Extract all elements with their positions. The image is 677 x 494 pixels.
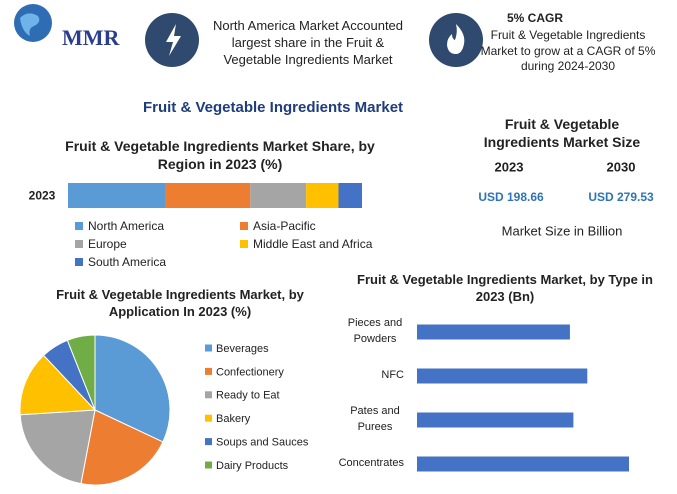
legend-swatch — [75, 222, 83, 230]
bar-segment — [165, 183, 251, 208]
bar-segment — [68, 183, 166, 208]
legend-label: Asia-Pacific — [253, 219, 316, 233]
legend-label: South America — [88, 255, 166, 269]
legend-swatch — [75, 240, 83, 248]
legend-label: Beverages — [216, 343, 269, 355]
legend-swatch — [240, 240, 248, 248]
bar-segment — [306, 183, 339, 208]
legend-swatch — [205, 391, 212, 399]
y-tick-label: Pates and Purees — [350, 405, 400, 433]
pie-slice — [94, 334, 171, 443]
bar — [417, 412, 574, 428]
legend-swatch — [75, 258, 83, 266]
fact-text: North America Market Accounted largest s… — [212, 18, 404, 67]
y-tick-label: Concentrates — [338, 457, 404, 470]
main-title: Fruit & Vegetable Ingredients Market — [143, 99, 403, 116]
cagr-title: 5% CAGR — [506, 11, 563, 25]
category-label: 2023 — [29, 189, 56, 203]
legend-label: Middle East and Africa — [253, 237, 373, 251]
year: 2030 — [607, 159, 636, 174]
legend-label: Ready to Eat — [216, 390, 280, 402]
cagr-text: Fruit & Vegetable Ingredients Market to … — [480, 28, 656, 74]
legend-swatch — [240, 222, 248, 230]
size-title: Fruit & Vegetable Ingredients Market Siz… — [483, 116, 641, 151]
chart-title: Fruit & Vegetable Ingredients Market, by… — [357, 272, 653, 304]
bar — [417, 368, 588, 384]
size-value: USD 198.66 — [478, 190, 544, 204]
legend-swatch — [205, 414, 212, 422]
bar — [417, 324, 570, 340]
legend-label: Dairy Products — [216, 460, 289, 472]
bar — [417, 456, 629, 472]
y-tick-label: NFC — [381, 369, 404, 382]
size-value: USD 279.53 — [588, 190, 654, 204]
year: 2023 — [495, 159, 524, 174]
y-tick-label: Pieces and Powders — [347, 317, 403, 345]
bar-segment — [338, 183, 362, 208]
legend-label: Europe — [88, 237, 127, 251]
legend-label: Soups and Sauces — [216, 437, 309, 449]
chart-title: Fruit & Vegetable Ingredients Market, by… — [56, 287, 304, 319]
size-note: Market Size in Billion — [502, 223, 623, 238]
logo-text: MMR — [62, 25, 121, 50]
bolt-glyph — [166, 24, 181, 56]
legend-swatch — [205, 344, 212, 352]
bar-segment — [250, 183, 307, 208]
pie-slice — [66, 334, 96, 411]
fire-glyph — [447, 24, 465, 54]
pie-slice — [80, 409, 164, 486]
logo-land — [20, 13, 40, 36]
legend-swatch — [205, 367, 212, 375]
legend-label: North America — [88, 219, 164, 233]
legend-label: Confectionery — [216, 366, 284, 378]
legend-swatch — [205, 438, 212, 446]
legend-label: Bakery — [216, 413, 251, 425]
legend-swatch — [205, 461, 212, 469]
pie-slice — [19, 354, 97, 416]
chart-title: Fruit & Vegetable Ingredients Market Sha… — [65, 138, 375, 173]
pie-slice — [19, 409, 96, 485]
